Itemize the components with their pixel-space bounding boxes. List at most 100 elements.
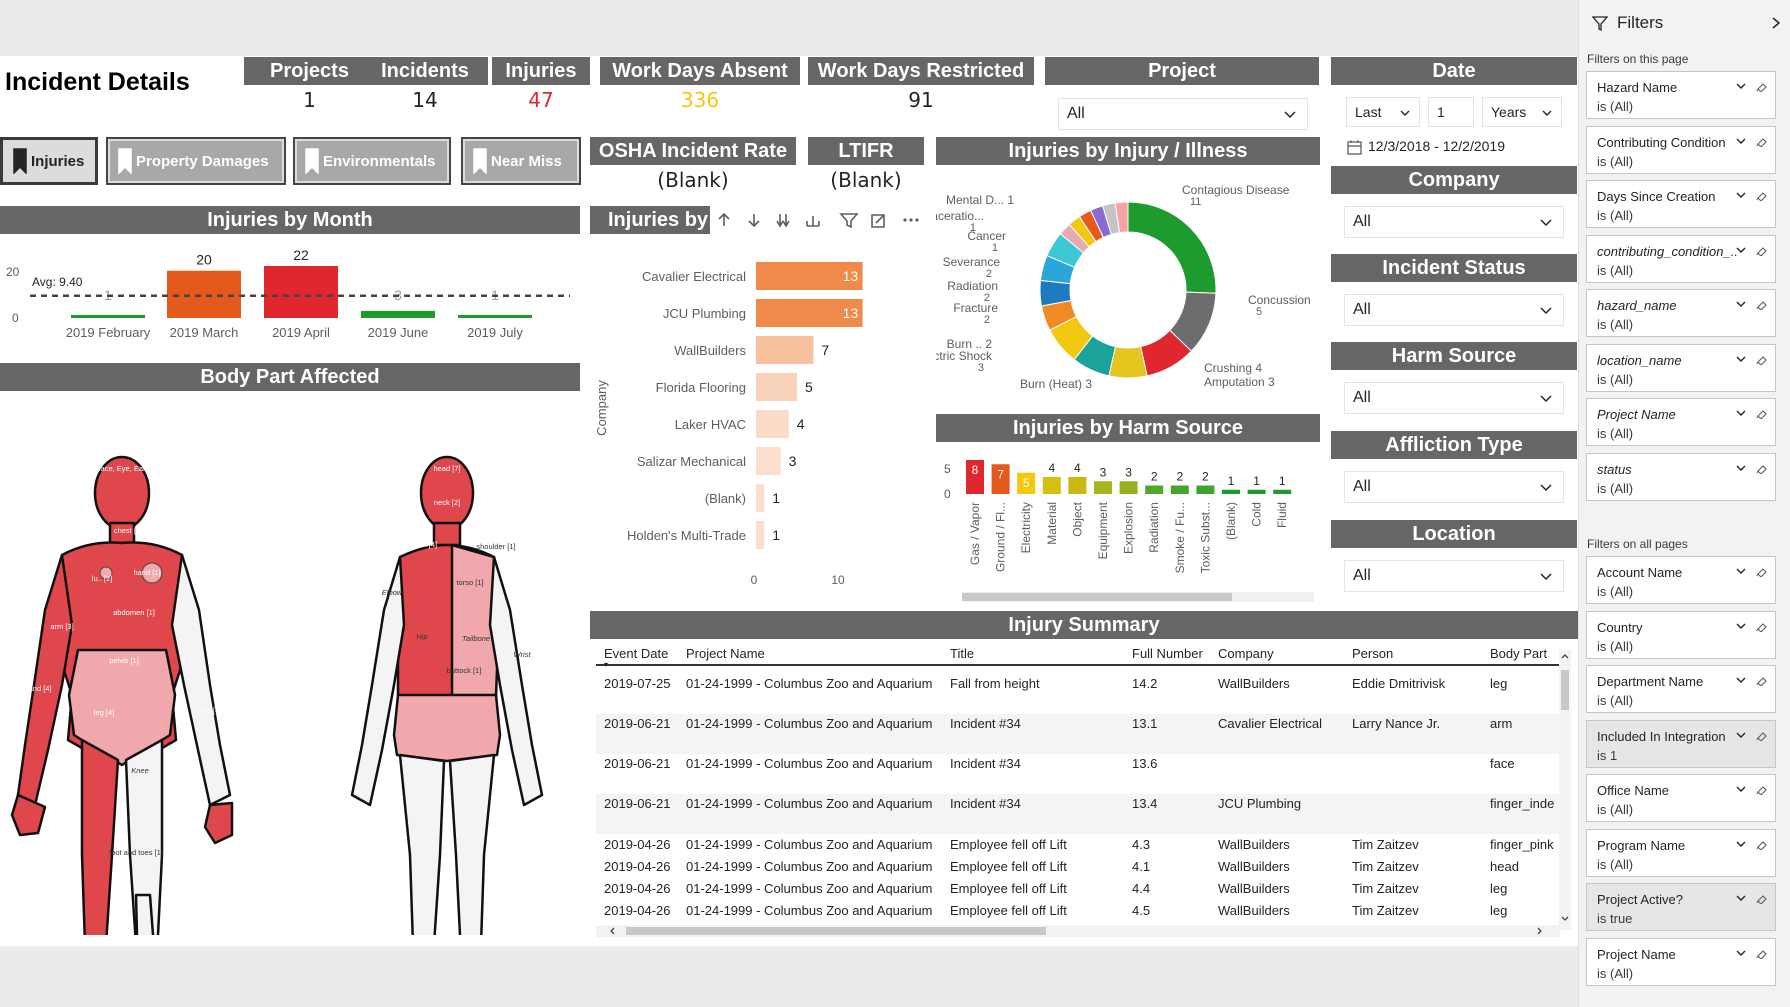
clear-filter-icon[interactable]	[1755, 80, 1767, 92]
filter-card[interactable]: Country is (All)	[1586, 610, 1776, 659]
table-cell: 01-24-1999 - Columbus Zoo and Aquarium	[686, 903, 933, 918]
table-cell: Incident #34	[950, 756, 1021, 771]
incident-status-dropdown[interactable]: All	[1344, 294, 1564, 326]
harm-chart-scrollbar[interactable]	[962, 592, 1314, 602]
filter-name: location_name	[1597, 352, 1682, 368]
chevron-down-icon[interactable]	[1735, 462, 1747, 474]
toolbar-icons[interactable]	[710, 206, 920, 234]
column-header[interactable]: Full Number	[1132, 646, 1203, 661]
drill-down-icon	[748, 214, 760, 228]
filter-card[interactable]: Days Since Creation is (All)	[1586, 180, 1776, 228]
collapse-pane-icon[interactable]	[1769, 16, 1783, 30]
clear-filter-icon[interactable]	[1755, 783, 1767, 795]
chevron-down-icon[interactable]	[1735, 620, 1747, 632]
chevron-down-icon[interactable]	[1735, 674, 1747, 686]
chevron-down-icon[interactable]	[1735, 407, 1747, 419]
nav-button-property-damages[interactable]: Property Damages	[106, 137, 286, 185]
table-row[interactable]: 2019-04-26 01-24-1999 - Columbus Zoo and …	[596, 879, 1560, 901]
filter-card[interactable]: status is (All)	[1586, 452, 1776, 501]
chevron-down-icon[interactable]	[1735, 838, 1747, 850]
column-header[interactable]: Company	[1218, 646, 1274, 661]
chevron-down-icon[interactable]	[1735, 783, 1747, 795]
chevron-down-icon[interactable]	[1735, 565, 1747, 577]
company-dropdown[interactable]: All	[1344, 206, 1564, 238]
filter-card[interactable]: Account Name is (All)	[1586, 556, 1776, 604]
slice-value-label: 1	[992, 242, 998, 254]
vertical-scrollbar[interactable]	[1559, 650, 1571, 930]
nav-button-environmentals[interactable]: Environmentals	[293, 137, 451, 185]
chevron-down-icon[interactable]	[1735, 947, 1747, 959]
filter-name: Project Name	[1597, 407, 1676, 422]
filter-card[interactable]: Hazard Name is (All)	[1586, 71, 1776, 119]
scroll-down-icon[interactable]	[1559, 912, 1571, 924]
filter-card[interactable]: hazard_name is (All)	[1586, 289, 1776, 337]
chevron-down-icon[interactable]	[1735, 353, 1747, 365]
scroll-up-icon[interactable]	[1559, 650, 1571, 662]
clear-filter-icon[interactable]	[1755, 189, 1767, 201]
date-mode-dropdown[interactable]: Last	[1346, 97, 1420, 127]
clear-filter-icon[interactable]	[1755, 892, 1767, 904]
column-header[interactable]: Event Date	[604, 646, 669, 661]
table-row[interactable]: 2019-06-21 01-24-1999 - Columbus Zoo and …	[596, 794, 1560, 834]
filter-value: is (All)	[1597, 480, 1634, 496]
harm-source-dropdown[interactable]: All	[1344, 382, 1564, 414]
column-header[interactable]: Project Name	[686, 646, 765, 661]
chevron-down-icon[interactable]	[1735, 298, 1747, 310]
chevron-down-icon[interactable]	[1735, 80, 1747, 92]
horizontal-scrollbar[interactable]	[596, 925, 1560, 937]
vertical-scroll-thumb[interactable]	[1561, 670, 1569, 710]
clear-filter-icon[interactable]	[1755, 729, 1767, 741]
table-row[interactable]: 2019-06-21 01-24-1999 - Columbus Zoo and …	[596, 714, 1560, 754]
filter-card[interactable]: contributing_condition_... is (All)	[1586, 234, 1776, 283]
dropdown-value: All	[1353, 213, 1371, 230]
nav-button-injuries[interactable]: Injuries	[0, 137, 98, 185]
filter-name: Department Name	[1597, 674, 1704, 689]
clear-filter-icon[interactable]	[1755, 620, 1767, 632]
filter-card[interactable]: Project Name is (All)	[1586, 398, 1776, 446]
filter-card[interactable]: Office Name is (All)	[1586, 774, 1776, 822]
filter-card[interactable]: Contributing Condition is (All)	[1586, 125, 1776, 174]
harm-bar	[1273, 489, 1292, 494]
clear-filter-icon[interactable]	[1755, 565, 1767, 577]
filter-card[interactable]: Program Name is (All)	[1586, 828, 1776, 877]
clear-filter-icon[interactable]	[1755, 407, 1767, 419]
horizontal-scroll-thumb[interactable]	[626, 927, 1046, 935]
column-header[interactable]: Person	[1352, 646, 1394, 661]
clear-filter-icon[interactable]	[1755, 135, 1767, 147]
clear-filter-icon[interactable]	[1755, 838, 1767, 850]
table-row[interactable]: 2019-07-25 01-24-1999 - Columbus Zoo and …	[596, 674, 1560, 714]
chevron-down-icon[interactable]	[1735, 135, 1747, 147]
column-header[interactable]: Body Part	[1490, 646, 1548, 661]
filter-card[interactable]: Included In Integration is 1	[1586, 719, 1776, 768]
clear-filter-icon[interactable]	[1755, 353, 1767, 365]
chevron-down-icon[interactable]	[1735, 244, 1747, 256]
nav-button-near-miss[interactable]: Near Miss	[461, 137, 581, 185]
clear-filter-icon[interactable]	[1755, 298, 1767, 310]
clear-filter-icon[interactable]	[1755, 244, 1767, 256]
table-row[interactable]: 2019-04-26 01-24-1999 - Columbus Zoo and …	[596, 901, 1560, 923]
clear-filter-icon[interactable]	[1755, 462, 1767, 474]
clear-filter-icon[interactable]	[1755, 674, 1767, 686]
harm-chart-scroll-thumb[interactable]	[962, 593, 1232, 601]
scroll-right-icon[interactable]	[1534, 925, 1546, 937]
filter-card[interactable]: location_name is (All)	[1586, 343, 1776, 392]
project-dropdown[interactable]: All	[1058, 98, 1308, 130]
filter-card[interactable]: Project Name is (All)	[1586, 937, 1776, 986]
chevron-down-icon[interactable]	[1735, 189, 1747, 201]
chevron-down-icon[interactable]	[1735, 892, 1747, 904]
table-row[interactable]: 2019-04-26 01-24-1999 - Columbus Zoo and …	[596, 857, 1560, 879]
affliction-type-dropdown[interactable]: All	[1344, 471, 1564, 503]
chevron-down-icon[interactable]	[1735, 729, 1747, 741]
scroll-left-icon[interactable]	[606, 925, 618, 937]
filter-card[interactable]: Department Name is (All)	[1586, 665, 1776, 713]
location-dropdown[interactable]: All	[1344, 560, 1564, 592]
calendar-icon[interactable]	[1346, 138, 1364, 156]
date-count-input[interactable]: 1	[1428, 97, 1474, 127]
table-row[interactable]: 2019-06-21 01-24-1999 - Columbus Zoo and …	[596, 754, 1560, 794]
filter-card[interactable]: Project Active? is true	[1586, 883, 1776, 931]
slice-label: Contagious Disease	[1182, 183, 1290, 197]
date-unit-dropdown[interactable]: Years	[1482, 97, 1562, 127]
column-header[interactable]: Title	[950, 646, 975, 661]
clear-filter-icon[interactable]	[1755, 947, 1767, 959]
table-row[interactable]: 2019-04-26 01-24-1999 - Columbus Zoo and …	[596, 835, 1560, 857]
